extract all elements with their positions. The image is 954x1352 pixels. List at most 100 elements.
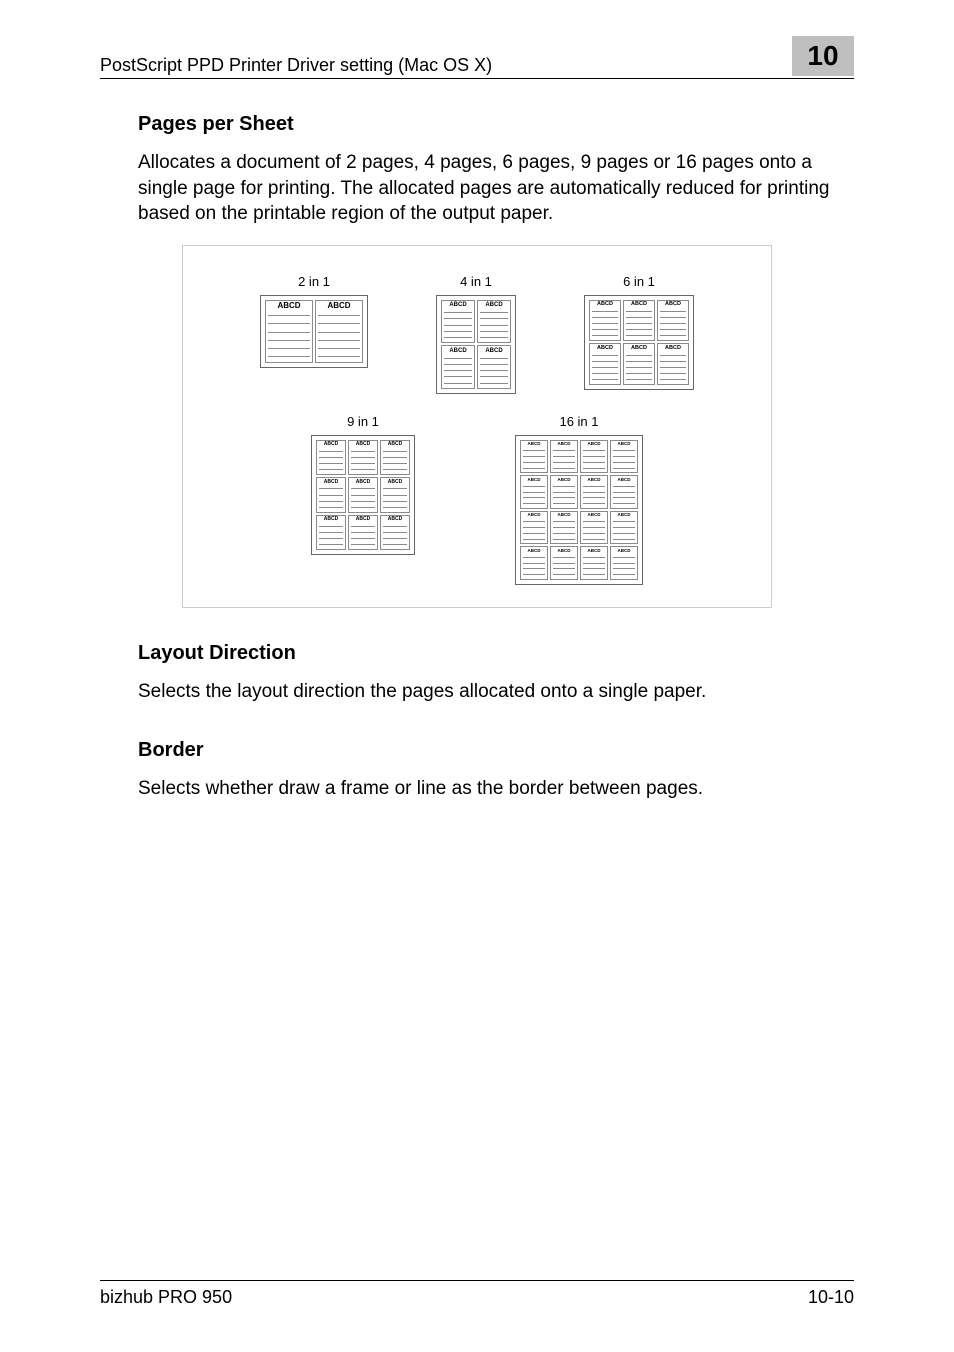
nup-tile-lines	[613, 519, 635, 541]
nup-tile-label: ABCD	[553, 442, 575, 447]
nup-tile-lines	[660, 309, 686, 338]
nup-caption: 9 in 1	[347, 414, 379, 429]
nup-tile-lines	[444, 310, 472, 341]
nup-tile-lines	[268, 312, 310, 361]
nup-tile-lines	[383, 486, 407, 510]
nup-tile: ABCD	[580, 440, 608, 474]
nup-tile: ABCD	[550, 440, 578, 474]
nup-caption: 2 in 1	[298, 274, 330, 289]
nup-tile-lines	[592, 353, 618, 382]
nup-tile: ABCD	[657, 343, 689, 385]
nup-tile: ABCD	[610, 475, 638, 509]
nup-tile-lines	[523, 484, 545, 506]
nup-tile-label: ABCD	[660, 346, 686, 352]
nup-tile-label: ABCD	[553, 478, 575, 483]
nup-tile: ABCD	[315, 300, 363, 364]
nup-6-in-1: 6 in 1ABCDABCDABCDABCDABCDABCD	[584, 274, 694, 394]
nup-tile-grid: ABCDABCD	[260, 295, 368, 369]
nup-tile-lines	[444, 355, 472, 386]
nup-tile: ABCD	[580, 546, 608, 580]
chapter-number: 10	[792, 36, 854, 76]
nup-tile: ABCD	[477, 300, 511, 344]
nup-tile-lines	[383, 449, 407, 473]
nup-tile-label: ABCD	[613, 513, 635, 518]
nup-tile-label: ABCD	[592, 346, 618, 352]
nup-tile-label: ABCD	[319, 442, 343, 447]
section-heading-layout-direction: Layout Direction	[138, 642, 854, 665]
nup-tile: ABCD	[316, 477, 346, 513]
nup-tile: ABCD	[657, 300, 689, 342]
nup-tile: ABCD	[348, 515, 378, 551]
nup-tile: ABCD	[623, 300, 655, 342]
nup-tile-label: ABCD	[318, 302, 360, 310]
nup-tile: ABCD	[348, 440, 378, 476]
nup-tile-lines	[553, 555, 575, 577]
nup-tile-lines	[553, 484, 575, 506]
nup-tile-label: ABCD	[613, 442, 635, 447]
nup-tile-label: ABCD	[613, 478, 635, 483]
nup-9-in-1: 9 in 1ABCDABCDABCDABCDABCDABCDABCDABCDAB…	[311, 414, 415, 585]
nup-tile: ABCD	[589, 300, 621, 342]
nup-tile-lines	[383, 524, 407, 548]
nup-tile-label: ABCD	[583, 442, 605, 447]
nup-tile-label: ABCD	[444, 348, 472, 354]
diagram-row-top: 2 in 1ABCDABCD4 in 1ABCDABCDABCDABCD6 in…	[213, 274, 741, 394]
nup-tile-lines	[583, 484, 605, 506]
nup-tile-label: ABCD	[319, 480, 343, 485]
nup-caption: 4 in 1	[460, 274, 492, 289]
section-heading-pages-per-sheet: Pages per Sheet	[138, 113, 854, 136]
nup-tile-lines	[583, 555, 605, 577]
nup-tile-lines	[318, 312, 360, 361]
nup-tile: ABCD	[348, 477, 378, 513]
nup-tile-lines	[319, 524, 343, 548]
nup-tile: ABCD	[610, 440, 638, 474]
nup-tile-lines	[319, 449, 343, 473]
nup-tile-lines	[351, 486, 375, 510]
nup-tile-lines	[523, 555, 545, 577]
nup-tile: ABCD	[441, 345, 475, 389]
footer-product: bizhub PRO 950	[100, 1287, 232, 1308]
nup-tile-grid: ABCD ABCD ABCD ABCD	[436, 295, 516, 394]
nup-tile-label: ABCD	[351, 442, 375, 447]
footer-page-number: 10-10	[808, 1287, 854, 1308]
nup-tile-label: ABCD	[444, 302, 472, 308]
nup-tile: ABCD	[380, 440, 410, 476]
nup-tile-label: ABCD	[553, 549, 575, 554]
nup-tile: ABCD	[610, 511, 638, 545]
nup-tile-label: ABCD	[480, 348, 508, 354]
nup-tile-lines	[351, 449, 375, 473]
nup-tile-label: ABCD	[383, 517, 407, 522]
nup-tile: ABCD	[520, 475, 548, 509]
nup-tile-lines	[351, 524, 375, 548]
nup-tile-label: ABCD	[613, 549, 635, 554]
nup-tile-label: ABCD	[383, 442, 407, 447]
nup-tile: ABCD	[580, 475, 608, 509]
nup-tile-label: ABCD	[351, 480, 375, 485]
nup-tile-lines	[592, 309, 618, 338]
nup-tile-label: ABCD	[626, 302, 652, 308]
nup-tile-label: ABCD	[583, 549, 605, 554]
nup-tile-grid: ABCDABCDABCDABCDABCDABCDABCDABCDABCD	[311, 435, 415, 556]
section-body-layout-direction: Selects the layout direction the pages a…	[138, 679, 854, 705]
nup-tile-lines	[480, 355, 508, 386]
nup-tile-label: ABCD	[480, 302, 508, 308]
nup-tile-lines	[613, 555, 635, 577]
header-title: PostScript PPD Printer Driver setting (M…	[100, 55, 492, 76]
nup-tile-lines	[553, 448, 575, 470]
nup-tile-label: ABCD	[583, 478, 605, 483]
nup-caption: 16 in 1	[559, 414, 598, 429]
nup-tile: ABCD	[550, 546, 578, 580]
nup-tile-label: ABCD	[583, 513, 605, 518]
nup-tile: ABCD	[520, 511, 548, 545]
nup-tile-label: ABCD	[523, 442, 545, 447]
nup-tile: ABCD	[316, 440, 346, 476]
nup-tile-lines	[626, 309, 652, 338]
nup-tile-label: ABCD	[660, 302, 686, 308]
nup-tile-label: ABCD	[553, 513, 575, 518]
nup-tile-lines	[523, 448, 545, 470]
nup-tile-label: ABCD	[523, 513, 545, 518]
nup-tile-label: ABCD	[351, 517, 375, 522]
nup-tile: ABCD	[380, 515, 410, 551]
nup-tile-grid: ABCD ABCD ABCD ABCD ABCD ABCD ABCD ABCD ABCD ABCD…	[515, 435, 643, 585]
nup-tile: ABCD	[520, 546, 548, 580]
